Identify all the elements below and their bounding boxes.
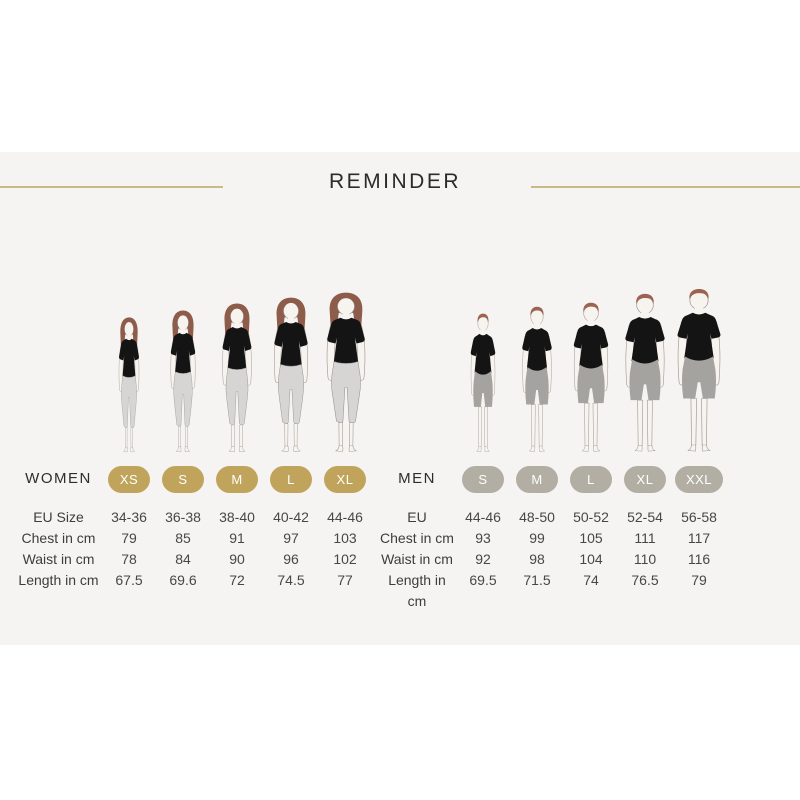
men-table-cell: 52-54 [627,509,663,525]
men-size-table: EU 44-46 48-50 50-52 52-54 56-58 Chest in cm 93… [378,507,726,609]
men-badge-cell: L [564,465,618,493]
men-table-cell: 74 [583,572,599,588]
women-size-badges-row: WOMEN XS S M L XL [15,465,372,493]
women-badge-cell: S [156,465,210,493]
men-badge-cell: S [456,465,510,493]
women-size-badge-m: M [216,465,258,493]
women-badge-cell: L [264,465,318,493]
women-table-cell: 90 [229,551,245,567]
men-size-badges-row: MEN S M L XL XXL [378,465,726,493]
page-title: REMINDER [328,170,461,193]
figure-woman-l [261,296,321,455]
women-badge-cell: XL [318,465,372,493]
women-table-cell: 91 [229,530,245,546]
women-table-cell: 36-38 [165,509,201,525]
men-table-cell: 79 [691,572,707,588]
women-badge-cell: M [210,465,264,493]
women-table-cell: 67.5 [115,572,143,588]
men-table-cell: 69.5 [469,572,497,588]
women-table-cell: 96 [283,551,299,567]
men-table-cell: 110 [633,551,657,567]
men-size-badge-xl: XL [624,465,666,493]
figure-woman-m [211,302,263,455]
women-table-cell: 34-36 [111,509,147,525]
women-table-cell: 102 [333,551,357,567]
women-size-badge-xs: XS [108,465,150,493]
figure-woman-xs [111,316,147,455]
women-table-cell: 78 [121,551,137,567]
figure-man-s [463,312,503,455]
men-row-label: EU [407,509,427,525]
women-table-cell: 38-40 [219,509,255,525]
right-accent-line [531,186,800,188]
men-table-cell: 104 [579,551,603,567]
women-row-label: EU Size [33,509,84,525]
women-table-cell: 77 [337,572,353,588]
men-table-cell: 105 [579,530,603,546]
men-table-cell: 56-58 [681,509,717,525]
men-table-cell: 44-46 [465,509,501,525]
women-table-cell: 74.5 [277,572,305,588]
women-table-cell: 85 [175,530,191,546]
figure-man-m [513,305,561,455]
men-badge-cell: M [510,465,564,493]
women-group-label: WOMEN [25,470,92,487]
men-size-badge-s: S [462,465,504,493]
women-badge-cell: XS [102,465,156,493]
women-table-cell: 79 [121,530,137,546]
women-size-badge-s: S [162,465,204,493]
women-table-cell: 103 [333,530,357,546]
men-table-cell: 98 [529,551,545,567]
women-row-label: Length in cm [18,572,99,588]
men-size-badge-m: M [516,465,558,493]
women-table-cell: 97 [283,530,299,546]
men-table-cell: 92 [475,551,491,567]
women-table-cell: 72 [229,572,245,588]
women-table-cell: 44-46 [327,509,363,525]
men-table-cell: 116 [687,551,711,567]
men-group-label: MEN [398,470,436,487]
women-table-cell: 40-42 [273,509,309,525]
men-badge-cell: XL [618,465,672,493]
men-table-cell: 76.5 [631,572,659,588]
men-table-cell: 111 [634,530,656,546]
women-table-cell: 84 [175,551,191,567]
men-row-label: Waist in cm [381,551,453,567]
figure-man-l [563,301,619,455]
men-table-cell: 99 [529,530,545,546]
women-size-table: EU Size 34-36 36-38 38-40 40-42 44-46 Chest in… [15,507,372,591]
figure-man-xl [613,292,677,455]
men-table-cell: 48-50 [519,509,555,525]
left-accent-line [0,186,223,188]
men-row-label: Length in cm [388,572,446,609]
women-row-label: Waist in cm [22,551,95,567]
figure-man-xxl [664,287,734,455]
men-table-cell: 117 [687,530,711,546]
women-size-badge-l: L [270,465,312,493]
figure-woman-xl [312,291,380,455]
women-row-label: Chest in cm [21,530,96,546]
men-badge-cell: XXL [672,465,726,493]
men-table-cell: 71.5 [523,572,551,588]
men-size-badge-xxl: XXL [675,465,723,493]
men-row-label: Chest in cm [380,530,454,546]
figure-woman-s [161,309,205,455]
men-table-cell: 50-52 [573,509,609,525]
men-size-badge-l: L [570,465,612,493]
women-size-badge-xl: XL [324,465,366,493]
women-table-cell: 69.6 [169,572,197,588]
men-table-cell: 93 [475,530,491,546]
